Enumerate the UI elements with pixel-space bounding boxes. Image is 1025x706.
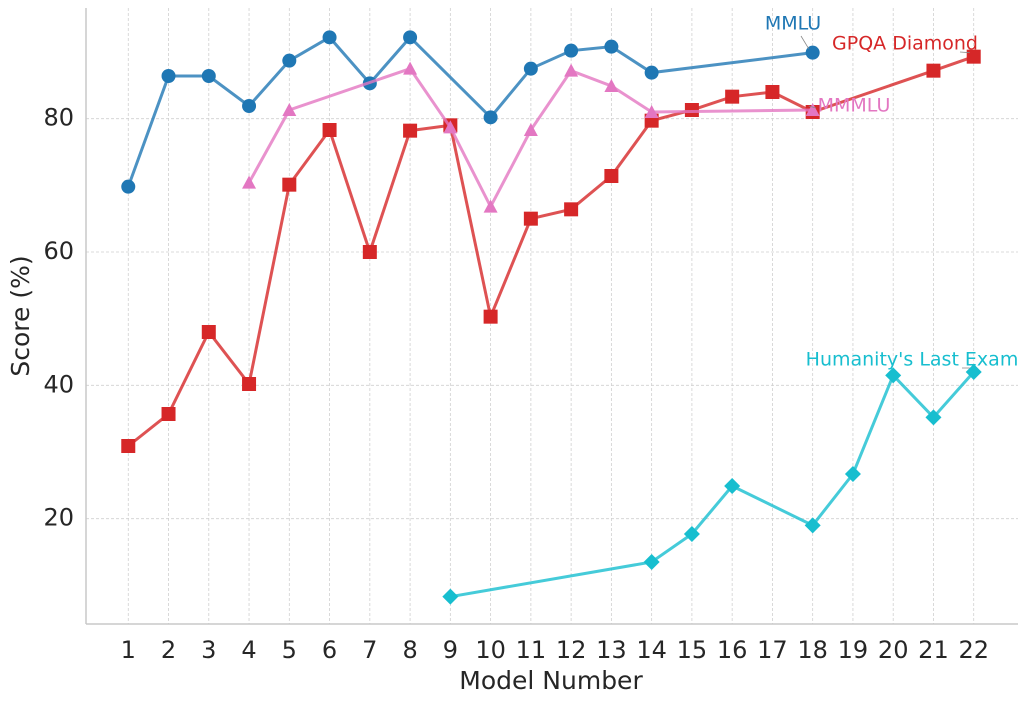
marker bbox=[844, 466, 861, 482]
marker bbox=[523, 61, 538, 76]
x-tick-label: 5 bbox=[282, 636, 297, 664]
marker bbox=[644, 105, 659, 118]
marker bbox=[724, 478, 741, 494]
marker bbox=[805, 103, 820, 116]
x-tick-label: 16 bbox=[717, 636, 748, 664]
y-tick-label: 80 bbox=[43, 104, 74, 132]
x-tick-label: 10 bbox=[475, 636, 506, 664]
x-tick-label: 9 bbox=[443, 636, 458, 664]
marker bbox=[885, 367, 902, 384]
marker bbox=[805, 45, 820, 60]
x-tick-label: 8 bbox=[402, 636, 417, 664]
marker bbox=[925, 409, 942, 426]
x-tick-label: 17 bbox=[757, 636, 788, 664]
marker bbox=[161, 407, 176, 421]
marker bbox=[121, 179, 136, 194]
y-tick-label: 40 bbox=[43, 370, 74, 398]
marker bbox=[725, 89, 740, 104]
marker bbox=[161, 69, 176, 83]
marker bbox=[523, 211, 538, 226]
annotation-arrow bbox=[959, 51, 970, 54]
marker bbox=[403, 61, 418, 75]
series-line bbox=[247, 66, 813, 210]
x-tick-label: 20 bbox=[878, 636, 909, 664]
marker bbox=[683, 526, 700, 542]
marker bbox=[242, 99, 257, 113]
marker bbox=[282, 177, 297, 192]
marker bbox=[282, 103, 297, 116]
marker bbox=[966, 49, 981, 64]
x-tick-label: 18 bbox=[797, 636, 828, 664]
marker bbox=[604, 39, 619, 54]
marker bbox=[604, 79, 619, 92]
x-tick-label: 15 bbox=[677, 636, 708, 664]
x-tick-label: 14 bbox=[636, 636, 667, 664]
x-tick-label: 1 bbox=[121, 636, 136, 664]
marker bbox=[564, 63, 579, 77]
x-tick-label: 21 bbox=[918, 636, 949, 664]
x-tick-label: 22 bbox=[958, 636, 989, 664]
marker bbox=[564, 202, 579, 217]
series-line bbox=[450, 371, 975, 599]
marker bbox=[644, 65, 659, 80]
marker bbox=[483, 309, 498, 324]
marker bbox=[403, 30, 418, 45]
annotation-arrow bbox=[808, 105, 817, 109]
x-tick-label: 4 bbox=[241, 636, 256, 664]
marker bbox=[242, 175, 257, 189]
series-label: Humanity's Last Exam bbox=[806, 349, 1019, 371]
x-tick-label: 2 bbox=[161, 636, 176, 664]
marker bbox=[362, 245, 377, 259]
marker bbox=[242, 377, 257, 391]
marker bbox=[643, 554, 660, 570]
y-tick-label: 20 bbox=[43, 504, 74, 532]
x-tick-label: 3 bbox=[201, 636, 216, 664]
series-label: MMLU bbox=[765, 13, 821, 35]
y-tick-label: 60 bbox=[43, 237, 74, 265]
x-tick-label: 11 bbox=[516, 636, 547, 664]
series-label: GPQA Diamond bbox=[832, 33, 978, 55]
marker bbox=[282, 53, 297, 68]
marker bbox=[926, 63, 941, 78]
marker bbox=[201, 69, 216, 83]
annotation-arrow bbox=[800, 35, 810, 49]
marker bbox=[804, 517, 821, 534]
x-tick-label: 7 bbox=[362, 636, 377, 664]
marker bbox=[604, 169, 619, 183]
x-tick-label: 19 bbox=[838, 636, 869, 664]
x-tick-label: 13 bbox=[596, 636, 627, 664]
marker bbox=[483, 110, 498, 125]
marker bbox=[322, 123, 337, 137]
x-tick-label: 6 bbox=[322, 636, 337, 664]
y-axis-label: Score (%) bbox=[6, 255, 35, 376]
marker bbox=[483, 199, 498, 213]
x-tick-label: 12 bbox=[556, 636, 587, 664]
marker bbox=[564, 43, 579, 58]
marker bbox=[403, 123, 418, 138]
series-label: MMMLU bbox=[818, 95, 891, 117]
marker bbox=[443, 120, 458, 134]
marker bbox=[442, 588, 459, 605]
marker bbox=[765, 85, 780, 99]
marker bbox=[322, 30, 337, 45]
marker bbox=[121, 439, 136, 453]
marker bbox=[523, 123, 538, 136]
marker bbox=[201, 325, 216, 339]
x-axis-label: Model Number bbox=[459, 666, 643, 695]
